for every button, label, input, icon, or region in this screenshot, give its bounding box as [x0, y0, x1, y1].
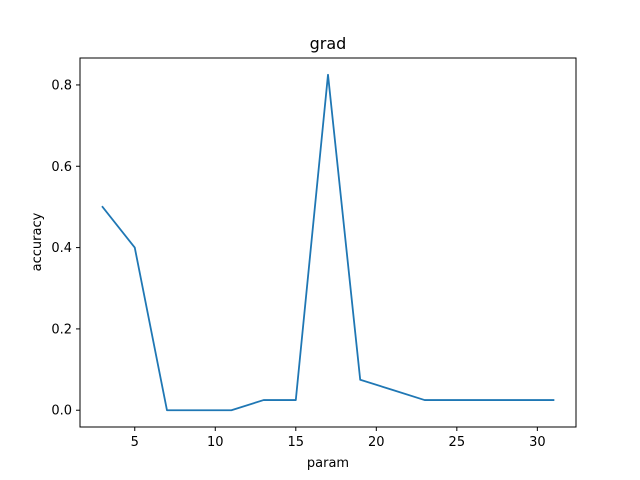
x-tick-label: 25	[449, 435, 466, 450]
x-tick-label: 10	[207, 435, 224, 450]
x-tick-label: 20	[368, 435, 385, 450]
y-tick-label: 0.0	[51, 404, 72, 419]
plot-area	[80, 58, 576, 427]
chart-title: grad	[310, 34, 347, 53]
y-tick-label: 0.8	[51, 78, 72, 93]
y-tick-label: 0.4	[51, 241, 72, 256]
series-group	[101, 73, 555, 412]
y-tick-label: 0.6	[51, 160, 72, 175]
plot-frame	[79, 57, 577, 428]
x-tick-label: 30	[529, 435, 546, 450]
x-axis-label: param	[307, 456, 349, 471]
y-tick-label: 0.2	[51, 322, 72, 337]
axis-ticks: 5 10 15 20 25 30 0.0 0.2 0.4 0.6 0.8	[51, 78, 545, 450]
y-axis-label: accuracy	[30, 212, 45, 271]
series-line	[101, 73, 555, 412]
x-tick-label: 15	[288, 435, 305, 450]
x-tick-label: 5	[131, 435, 139, 450]
